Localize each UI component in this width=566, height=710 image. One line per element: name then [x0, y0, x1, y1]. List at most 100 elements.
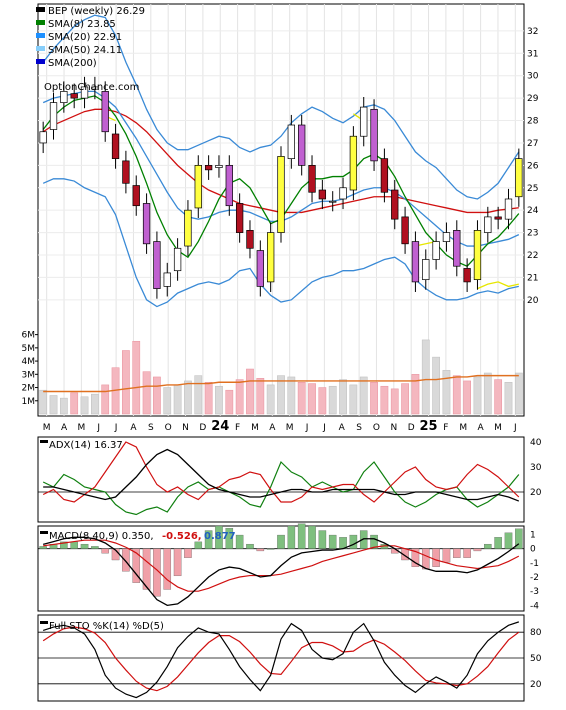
macd-tick-label: -4: [530, 601, 539, 611]
candle-body: [215, 165, 223, 168]
volume-bar: [411, 374, 420, 415]
macd-histogram-bar: [328, 534, 337, 549]
candle-body: [453, 230, 461, 267]
macd-signal-label: -0.526,: [162, 531, 202, 542]
candle-body: [122, 160, 130, 184]
legend-swatch: [36, 59, 45, 64]
candle-body: [484, 216, 492, 233]
bollinger-lower-line: [42, 178, 519, 308]
macd-histogram-bar: [101, 548, 109, 554]
macd-histogram-bar: [215, 525, 223, 549]
candle-body: [494, 216, 502, 220]
legend-swatch: [36, 20, 45, 25]
month-tick-label: A: [130, 423, 137, 433]
macd-histogram-bar: [266, 548, 275, 550]
volume-bar: [173, 384, 182, 415]
macd-histogram-bar: [473, 548, 482, 552]
sto-legend-swatch: [40, 621, 48, 624]
month-tick-label: S: [356, 423, 362, 433]
volume-tick-label: 2M: [22, 384, 36, 394]
price-tick-label: 21: [527, 273, 538, 283]
legend-swatch: [36, 7, 45, 12]
candle-body: [339, 187, 347, 200]
volume-bar: [91, 393, 99, 415]
candle-body: [298, 124, 306, 166]
macd-histogram-bar: [349, 534, 358, 549]
candle-body: [473, 230, 482, 281]
candle-body: [163, 272, 171, 287]
candle-body: [267, 232, 275, 283]
sto-label: Full STO %K(14) %D(5): [49, 621, 164, 632]
macd-histogram-bar: [277, 534, 285, 549]
volume-bar: [194, 375, 203, 415]
psar-line: [477, 281, 519, 290]
volume-bar: [122, 350, 130, 415]
macd-histogram-label: 0.877: [204, 531, 236, 542]
volume-bar: [142, 371, 151, 415]
volume-tick-label: 1M: [22, 397, 36, 407]
volume-bar: [70, 392, 79, 415]
candle-body: [39, 131, 47, 144]
month-tick-label: J: [513, 423, 517, 433]
volume-bar: [318, 387, 327, 415]
month-tick-label: M: [43, 423, 51, 433]
macd-histogram-bar: [453, 548, 461, 558]
volume-bar: [59, 397, 68, 415]
macd-histogram-bar: [308, 525, 316, 549]
bollinger-upper-line: [42, 14, 520, 200]
candle-body: [411, 241, 420, 283]
price-tick-label: 27: [527, 139, 538, 149]
volume-bar: [256, 378, 265, 415]
macd-histogram-bar: [421, 548, 430, 570]
month-tick-label: A: [61, 423, 68, 433]
month-tick-label: N: [390, 423, 397, 433]
volume-bar: [225, 389, 234, 415]
candle-body: [349, 135, 358, 191]
adx-panel-frame: [37, 436, 525, 523]
legend-entry: SMA(20) 22.91: [48, 32, 122, 43]
macd-histogram-bar: [122, 548, 130, 572]
volume-bar: [215, 385, 223, 415]
volume-tick-label: 3M: [22, 370, 36, 380]
macd-histogram-bar: [318, 530, 327, 549]
macd-histogram-bar: [432, 548, 440, 567]
volume-bar: [463, 380, 471, 415]
volume-bar: [483, 372, 492, 415]
volume-bar: [308, 383, 316, 415]
volume-bar: [339, 379, 347, 415]
volume-bar: [153, 376, 161, 415]
macd-signal-line: [43, 539, 520, 592]
month-tick-label: M: [459, 423, 467, 433]
macd-histogram-bar: [80, 543, 89, 549]
candle-body: [515, 158, 523, 198]
macd-histogram-bar: [504, 532, 513, 549]
candle-body: [401, 216, 409, 245]
candle-body: [318, 189, 327, 200]
adx-minus-di-line: [42, 441, 520, 503]
price-tick-label: 23: [527, 229, 538, 239]
candle-body: [101, 91, 109, 133]
volume-bar: [452, 375, 461, 415]
volume-bar: [39, 389, 48, 415]
candle-body: [80, 86, 89, 99]
legend-swatch: [36, 46, 45, 51]
month-tick-label: J: [322, 423, 326, 433]
macd-histogram-bar: [246, 543, 254, 549]
volume-bar: [421, 339, 430, 415]
macd-histogram-bar: [153, 548, 161, 597]
source-watermark: OptionChance.com: [44, 82, 139, 93]
month-tick-label: S: [148, 423, 154, 433]
month-tick-label: J: [96, 423, 100, 433]
candle-body: [49, 102, 58, 130]
candle-body: [70, 93, 78, 99]
macd-tick-label: 0: [530, 545, 536, 555]
candle-body: [60, 91, 68, 103]
volume-bar: [246, 368, 254, 415]
macd-histogram-bar: [60, 541, 68, 549]
macd-histogram-bar: [204, 530, 213, 549]
candle-body: [111, 133, 120, 159]
month-tick-label: O: [165, 423, 172, 433]
candle-body: [184, 209, 192, 247]
macd-tick-label: -1: [530, 559, 539, 569]
month-tick-label: F: [235, 423, 240, 433]
